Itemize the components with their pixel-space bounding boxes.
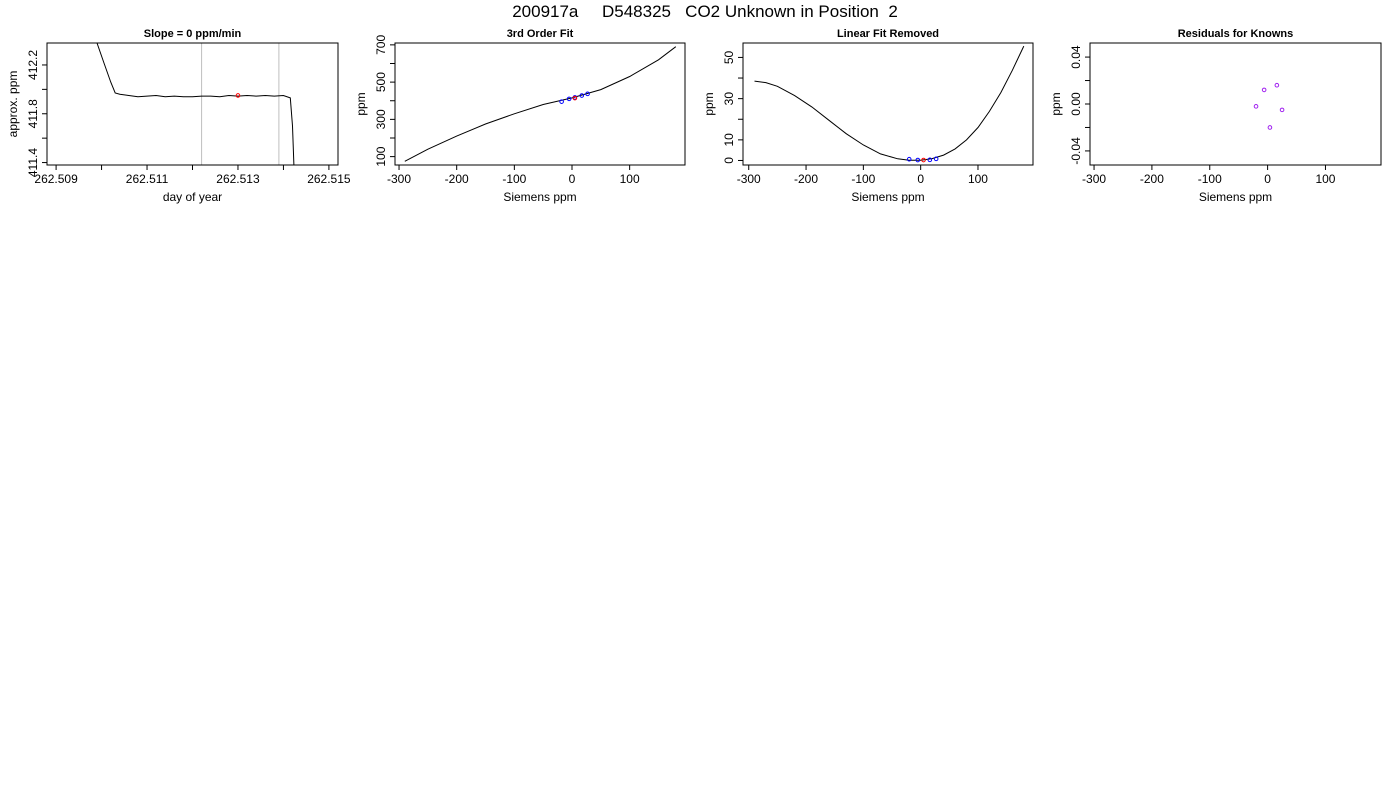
known-point [585,91,590,97]
y-tick-label: 0 [722,157,736,164]
y-tick-label: 411.8 [26,99,40,128]
x-tick-label: -100 [502,172,526,186]
y-tick-label: 50 [722,50,736,64]
x-tick-label: 100 [620,172,640,186]
x-axis-label: Siemens ppm [503,190,576,204]
x-tick-label: -100 [851,172,875,186]
x-tick-label: 0 [1264,172,1271,186]
panel-3: Linear Fit Removed Siemens ppm ppm -300 -200… [702,28,1034,204]
y-tick-label: 500 [374,72,388,92]
x-tick-label: 0 [569,172,576,186]
unknown-point [572,95,578,101]
x-axis-label: Siemens ppm [851,190,924,204]
x-tick-label: -200 [1140,172,1164,186]
panel-2: 3rd Order Fit Siemens ppm ppm -300 -200 -100 0… [354,28,686,204]
known-point [906,156,912,162]
x-tick-label: -100 [1198,172,1222,186]
known-point [933,156,939,162]
plot-area [1253,82,1285,130]
residual-point [1274,82,1280,88]
plot-frame [742,42,1034,166]
unknown-point [235,93,241,98]
x-axis-label: day of year [163,190,222,204]
x-tick-label: -300 [1082,172,1106,186]
panel-title: Linear Fit Removed [837,28,939,40]
series-line-1 [754,45,1025,161]
plot-frame [1089,42,1382,166]
y-tick-label: 412.2 [26,50,40,80]
known-point [927,157,933,163]
y-axis-label: ppm [1049,92,1063,115]
x-tick-label: 262.515 [307,172,351,186]
y-axis-label: ppm [354,92,368,115]
residual-point [1253,104,1259,109]
plot-area [96,43,295,165]
x-axis-label: Siemens ppm [1199,190,1272,204]
x-tick-label: -300 [737,172,761,186]
panel-4: Residuals for Knowns Siemens ppm ppm -300 -2… [1049,28,1382,204]
x-tick-label: -300 [387,172,411,186]
y-axis-label: ppm [702,92,716,115]
known-point [559,99,564,104]
panel-title: Residuals for Knowns [1178,28,1294,40]
series-line-1 [96,43,295,165]
plot-frame [46,42,339,166]
x-tick-label: 100 [968,172,988,186]
plot-area [404,46,677,162]
x-tick-label: -200 [445,172,469,186]
plot-area [754,45,1025,163]
known-point [915,157,921,163]
y-tick-label: 411.4 [26,148,40,177]
y-tick-label: 700 [374,35,388,55]
y-tick-label: 0.00 [1069,92,1083,116]
y-tick-label: 10 [722,133,736,147]
y-tick-label: 30 [722,92,736,106]
x-tick-label: 262.509 [34,172,78,186]
y-tick-label: 100 [374,146,388,166]
residual-point [1267,125,1273,130]
residual-point [1279,107,1285,113]
y-axis-label: approx. ppm [6,71,20,138]
y-tick-label: 0.04 [1069,45,1083,69]
y-tick-label: -0.04 [1069,137,1083,165]
panel-title: 3rd Order Fit [507,28,574,40]
series-line-1 [404,46,677,162]
figure-title: 200917a D548325 CO2 Unknown in Position … [512,2,898,21]
panel-1: Slope = 0 ppm/min day of year approx. ppm 2… [6,28,351,204]
x-tick-label: 0 [917,172,924,186]
x-tick-label: 262.511 [126,172,169,186]
unknown-point [921,157,926,163]
residual-point [1261,87,1267,93]
y-tick-label: 300 [374,109,388,129]
x-tick-label: 100 [1315,172,1335,186]
x-tick-label: -200 [794,172,818,186]
known-point [566,96,572,102]
panel-title: Slope = 0 ppm/min [144,28,242,40]
known-point [579,93,585,98]
x-tick-label: 262.513 [216,172,260,186]
plot-frame [394,42,686,166]
